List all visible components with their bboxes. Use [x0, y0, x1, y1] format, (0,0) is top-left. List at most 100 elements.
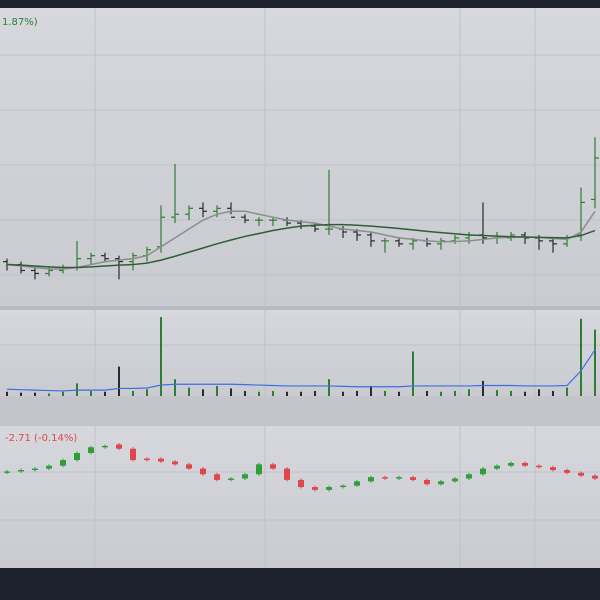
volume-bar	[370, 385, 372, 396]
grid	[0, 8, 600, 568]
volume-bar	[356, 390, 358, 396]
volume-bar	[216, 385, 218, 396]
candle-body	[452, 478, 458, 482]
volume-bar	[258, 391, 260, 396]
candle-body	[46, 465, 52, 469]
indicator-pane	[0, 426, 600, 568]
volume-bar	[412, 351, 414, 396]
pane-gap	[0, 396, 600, 426]
candle-body	[242, 474, 248, 479]
candle-body	[256, 464, 262, 475]
volume-bar	[272, 390, 274, 396]
volume-average	[6, 349, 596, 392]
candle-body	[508, 462, 514, 466]
candle-body	[522, 462, 528, 466]
volume-bar	[384, 390, 386, 396]
volume-bar	[468, 389, 470, 396]
candle-body	[438, 481, 444, 485]
candle-body	[214, 474, 220, 480]
candle-body	[368, 477, 374, 482]
volume-bar	[34, 392, 36, 396]
candle-body	[130, 448, 136, 461]
volume-bar	[188, 387, 190, 396]
volume-bar	[328, 379, 330, 396]
volume-bar	[510, 390, 512, 396]
candle-body	[4, 471, 10, 473]
top-frame	[0, 0, 600, 8]
candle-body	[494, 465, 500, 469]
volume-bar	[104, 391, 106, 396]
candle-body	[200, 468, 206, 475]
bottom-frame	[0, 568, 600, 600]
volume-pane	[0, 310, 600, 396]
volume-bar	[454, 390, 456, 396]
volume-bar	[482, 380, 484, 396]
candle-body	[382, 477, 388, 479]
volume-bar	[230, 388, 232, 396]
volume-bar	[6, 391, 8, 396]
volume-bar	[202, 389, 204, 396]
candle-body	[578, 472, 584, 476]
candle-body	[592, 475, 598, 479]
candle-body	[424, 479, 430, 485]
candle-body	[550, 467, 556, 471]
volume-bar	[146, 389, 148, 396]
pane-separator	[0, 306, 600, 310]
moving-average	[6, 210, 596, 270]
candle-body	[186, 464, 192, 469]
volume-bar	[580, 318, 582, 396]
volume-bar	[426, 390, 428, 396]
volume-bar	[300, 391, 302, 396]
volume-bar	[524, 391, 526, 396]
volume-bar	[90, 390, 92, 396]
candle-body	[74, 452, 80, 461]
volume-bar	[552, 390, 554, 396]
price-pane	[0, 8, 600, 306]
volume-bar	[244, 390, 246, 396]
candle-body	[564, 470, 570, 473]
volume-bar	[160, 317, 162, 396]
volume-bar	[314, 390, 316, 396]
volume-bar	[62, 391, 64, 396]
candle-body	[270, 464, 276, 469]
candle-body	[410, 477, 416, 480]
volume-bar	[538, 389, 540, 396]
volume-bar	[20, 392, 22, 396]
candle-body	[18, 470, 24, 472]
volume-bar	[174, 379, 176, 396]
candle-body	[396, 477, 402, 479]
volume-bar	[594, 329, 596, 396]
candle-body	[466, 474, 472, 479]
volume-bar	[48, 393, 50, 396]
candle-body	[284, 468, 290, 480]
volume-bar	[132, 390, 134, 396]
candle-body	[298, 479, 304, 488]
volume-bar	[118, 366, 120, 396]
candle-body	[32, 468, 38, 471]
candle-body	[88, 447, 94, 453]
volume-bar	[566, 387, 568, 396]
pane-legend: 1.87%)	[2, 17, 38, 28]
volume-bar	[398, 391, 400, 396]
volume-bar	[286, 391, 288, 396]
candle-body	[116, 444, 122, 449]
candle-body	[144, 458, 150, 461]
candle-body	[480, 468, 486, 475]
candle-body	[60, 460, 66, 466]
candle-body	[228, 478, 234, 480]
candle-body	[536, 465, 542, 468]
volume-bar	[342, 391, 344, 396]
moving-average	[6, 223, 596, 269]
volume-bar	[440, 391, 442, 396]
candle-body	[326, 487, 332, 490]
candle-body	[158, 458, 164, 462]
candle-body	[312, 487, 318, 490]
volume-bar	[496, 390, 498, 396]
candle-body	[354, 481, 360, 486]
candle-body	[340, 485, 346, 488]
candle-body	[102, 445, 108, 448]
candle-body	[172, 461, 178, 465]
pane-legend: -2.71 (-0.14%)	[5, 433, 77, 444]
